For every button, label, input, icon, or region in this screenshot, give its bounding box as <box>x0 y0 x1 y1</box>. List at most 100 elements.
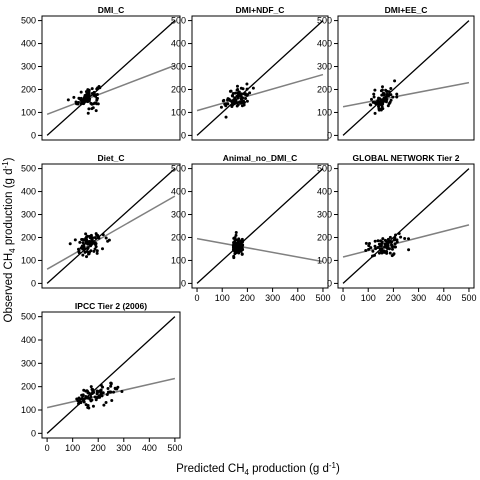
data-point <box>245 82 249 86</box>
data-point <box>84 396 88 400</box>
data-point <box>397 232 401 236</box>
regression-line <box>342 81 470 108</box>
data-point <box>374 247 378 251</box>
plot-frame <box>191 15 329 141</box>
data-point <box>100 247 104 251</box>
data-point <box>372 92 376 96</box>
data-point <box>243 92 247 96</box>
data-point <box>233 252 237 256</box>
data-point <box>107 238 111 242</box>
data-point <box>110 399 114 403</box>
data-point <box>89 249 93 253</box>
data-point <box>82 243 86 247</box>
data-point <box>373 111 377 115</box>
y-tick-label: 200 <box>21 382 36 392</box>
data-point <box>385 243 389 247</box>
data-point <box>236 88 240 92</box>
data-point <box>241 87 245 91</box>
y-tick-label: 0 <box>31 130 36 140</box>
regression-line <box>342 224 470 258</box>
data-point <box>236 240 240 244</box>
x-tick-label: 500 <box>167 443 182 453</box>
panel-title: Animal_no_DMI_C <box>223 153 298 163</box>
data-point <box>378 247 382 251</box>
data-point <box>380 101 384 105</box>
data-point <box>95 233 99 237</box>
data-point <box>393 79 397 83</box>
x-tick-label: 200 <box>240 293 255 303</box>
data-point <box>233 91 237 95</box>
y-tick-label: 400 <box>21 335 36 345</box>
data-point <box>77 247 81 251</box>
y-tick-label: 500 <box>21 16 36 26</box>
data-point <box>77 402 81 406</box>
y-tick-label: 0 <box>31 428 36 438</box>
data-point <box>399 235 403 239</box>
x-tick-label: 200 <box>386 293 401 303</box>
data-point <box>87 90 91 94</box>
data-point <box>91 388 95 392</box>
y-tick-label: 100 <box>317 255 332 265</box>
data-point <box>385 90 389 94</box>
data-point <box>87 252 91 256</box>
data-point <box>92 102 96 106</box>
data-point <box>89 393 93 397</box>
data-point <box>81 393 85 397</box>
data-point <box>367 247 371 251</box>
y-tick-label: 0 <box>181 278 186 288</box>
y-tick-label: 300 <box>171 62 186 72</box>
plot-frame <box>337 15 475 141</box>
data-point <box>383 238 387 242</box>
data-point <box>101 233 105 237</box>
data-point <box>92 390 96 394</box>
data-point <box>233 99 237 103</box>
data-point <box>390 245 394 249</box>
data-point <box>102 403 106 407</box>
data-point <box>380 85 384 89</box>
data-point <box>388 235 392 239</box>
data-point <box>380 88 384 92</box>
data-point <box>373 253 377 257</box>
data-point <box>389 87 393 91</box>
x-tick-label: 100 <box>215 293 230 303</box>
data-point <box>240 92 244 96</box>
data-point <box>96 235 100 239</box>
data-point <box>236 95 240 99</box>
data-point <box>234 231 238 235</box>
data-point <box>407 237 411 241</box>
data-point <box>387 239 391 243</box>
data-point <box>238 100 242 104</box>
data-point <box>86 111 90 115</box>
data-point <box>392 245 396 249</box>
data-point <box>95 249 99 253</box>
data-point <box>85 98 89 102</box>
x-tick-label: 400 <box>290 293 305 303</box>
data-point <box>230 105 234 109</box>
identity-line <box>342 168 470 284</box>
data-point <box>96 86 100 90</box>
y-tick-label: 200 <box>21 232 36 242</box>
data-point <box>222 98 226 102</box>
data-point <box>90 87 94 91</box>
data-point <box>86 403 90 407</box>
data-point <box>379 239 383 243</box>
data-point <box>233 236 237 240</box>
panel-title: DMI+NDF_C <box>236 5 285 15</box>
data-point <box>387 102 391 106</box>
data-point <box>83 250 87 254</box>
data-point <box>232 254 236 258</box>
y-tick-label: 500 <box>21 312 36 322</box>
data-point <box>373 239 377 243</box>
data-point <box>95 251 99 255</box>
panel-title: Diet_C <box>98 153 125 163</box>
data-point <box>73 238 77 242</box>
data-point <box>233 245 237 249</box>
data-point <box>385 246 389 250</box>
data-point <box>99 383 103 387</box>
data-point <box>116 385 120 389</box>
data-point <box>395 95 399 99</box>
data-point <box>96 102 100 106</box>
data-point <box>373 88 377 92</box>
data-point <box>376 100 380 104</box>
data-point <box>237 237 241 241</box>
